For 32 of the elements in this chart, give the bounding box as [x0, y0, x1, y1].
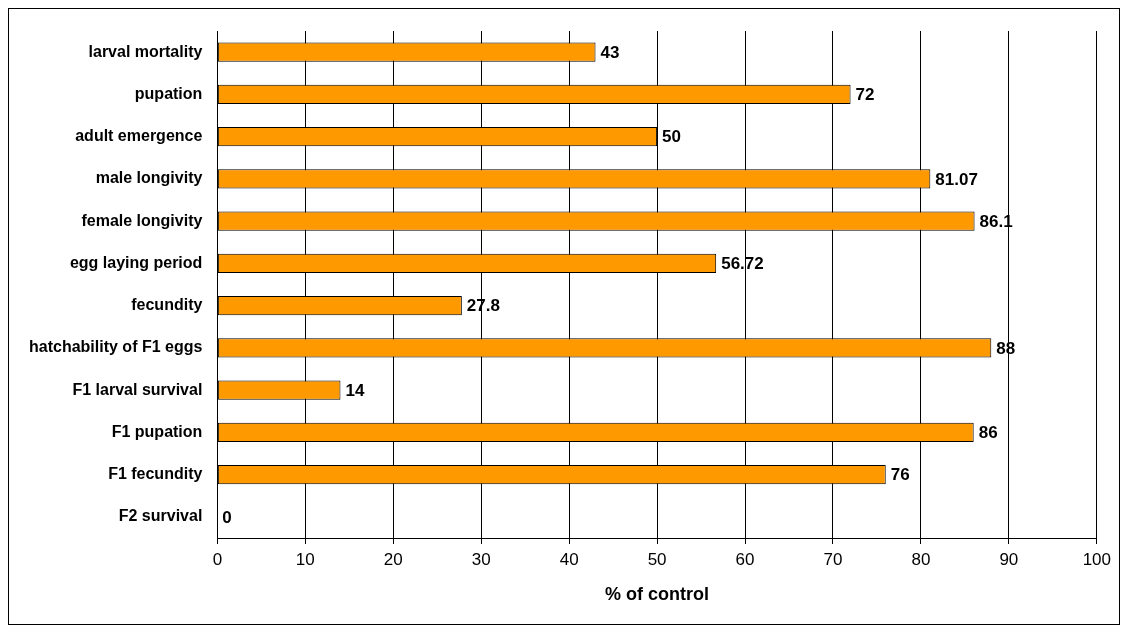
data-label: 14	[345, 380, 365, 400]
y-tick-label: female longivity	[81, 211, 203, 229]
data-label: 43	[600, 42, 620, 62]
y-tick-label: fecundity	[131, 296, 203, 314]
x-tick-label: 80	[911, 549, 931, 569]
data-label: 76	[890, 465, 910, 485]
x-tick-label: 60	[735, 549, 755, 569]
y-tick-label: egg laying period	[69, 253, 203, 271]
x-tick-label: 20	[383, 549, 403, 569]
data-label: 72	[855, 85, 875, 105]
y-tick-label: F1 fecundity	[108, 465, 203, 483]
x-tick-label: 40	[559, 549, 579, 569]
x-tick-label: 100	[1082, 549, 1112, 569]
data-label: 0	[222, 507, 232, 527]
y-tick-label: male longivity	[95, 169, 203, 187]
y-tick-label: adult emergence	[75, 127, 203, 145]
data-label: 50	[662, 127, 682, 147]
y-tick-label: pupation	[134, 84, 203, 102]
y-tick-label: larval mortality	[88, 42, 203, 60]
x-tick-label: 90	[999, 549, 1019, 569]
x-axis-title: % of control	[605, 584, 710, 605]
x-tick-label: 50	[647, 549, 667, 569]
y-tick-label: F2 survival	[118, 507, 203, 525]
x-tick-label: 0	[212, 549, 223, 569]
data-label: 81.07	[935, 169, 978, 189]
x-tick-label: 10	[295, 549, 315, 569]
x-tick-label: 30	[471, 549, 491, 569]
y-tick-label: hatchability of F1 eggs	[29, 338, 203, 356]
x-tick-label: 70	[823, 549, 843, 569]
y-tick-label: F1 larval survival	[72, 380, 203, 398]
y-tick-label: F1 pupation	[111, 422, 203, 440]
data-label: 86	[978, 423, 998, 443]
